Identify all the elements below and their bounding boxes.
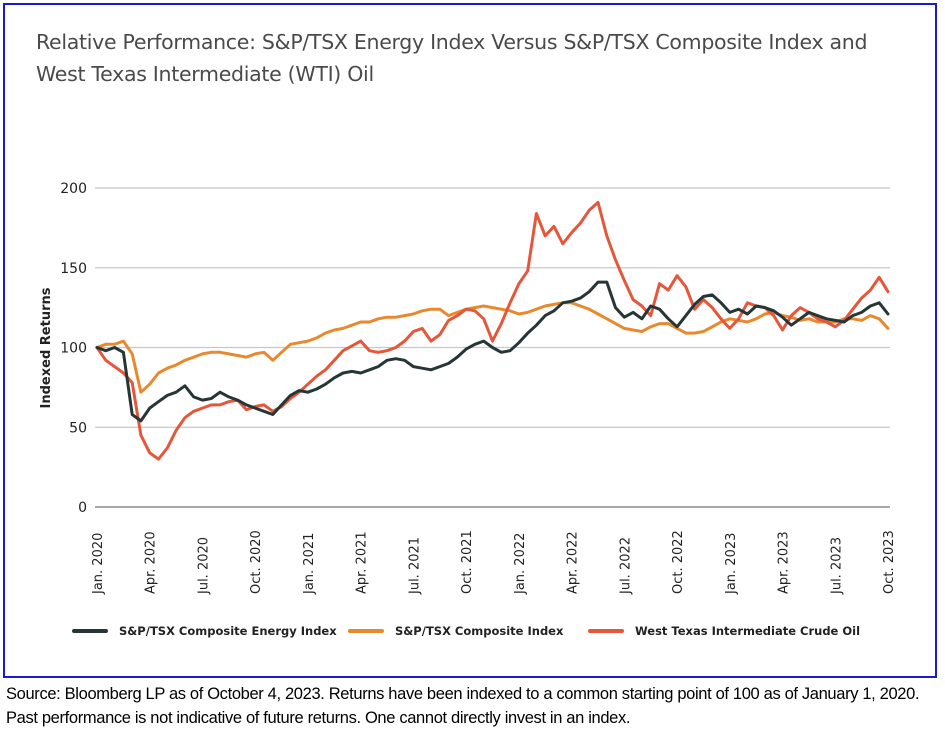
- legend-label-wti: West Texas Intermediate Crude Oil: [635, 624, 861, 638]
- y-tick-label: 0: [78, 500, 87, 516]
- y-axis-ticks: 0 50 100 150 200: [60, 181, 87, 516]
- y-tick-label: 100: [60, 341, 87, 357]
- chart-title: Relative Performance: S&P/TSX Energy Ind…: [36, 30, 868, 86]
- x-tick-label: Apr. 2021: [355, 531, 370, 594]
- y-tick-label: 150: [60, 261, 87, 277]
- legend-label-energy: S&P/TSX Composite Energy Index: [119, 624, 337, 638]
- legend-label-composite: S&P/TSX Composite Index: [395, 624, 564, 638]
- x-tick-label: Jan. 2020: [91, 533, 106, 595]
- y-tick-label: 50: [69, 420, 87, 436]
- legend-swatch-energy: [72, 629, 108, 633]
- line-wti-oil: [95, 200, 890, 461]
- x-axis-ticks: Jan. 2020 Apr. 2020 Jul. 2020 Oct. 2020 Jan.…: [91, 530, 897, 595]
- x-tick-label: Jul. 2023: [829, 537, 844, 595]
- legend-item-composite[interactable]: S&P/TSX Composite Index: [348, 624, 563, 638]
- legend-swatch-composite: [348, 629, 384, 633]
- series-lines: [95, 200, 890, 461]
- y-axis-label: Indexed Returns: [39, 287, 54, 408]
- x-tick-label: Oct. 2020: [249, 530, 264, 594]
- line-chart: 0 50 100 150 200 Indexed Returns Jan. 2020 Ap…: [39, 181, 897, 595]
- legend: S&P/TSX Composite Energy Index S&P/TSX C…: [72, 624, 892, 644]
- x-tick-label: Apr. 2022: [566, 531, 581, 594]
- line-energy-index: [95, 280, 890, 423]
- x-tick-label: Jul. 2020: [196, 537, 211, 595]
- x-tick-label: Apr. 2020: [144, 531, 159, 594]
- x-tick-label: Apr. 2023: [777, 531, 792, 594]
- y-tick-label: 200: [60, 181, 87, 197]
- x-tick-label: Oct. 2022: [671, 530, 686, 594]
- legend-swatch-wti: [588, 629, 624, 633]
- legend-item-wti[interactable]: West Texas Intermediate Crude Oil: [588, 624, 860, 638]
- line-composite-index: [95, 301, 890, 394]
- source-footnote: Source: Bloomberg LP as of October 4, 20…: [6, 685, 920, 727]
- x-tick-label: Jan. 2022: [513, 533, 528, 595]
- x-tick-label: Jul. 2022: [618, 537, 633, 595]
- legend-item-energy[interactable]: S&P/TSX Composite Energy Index: [72, 624, 337, 638]
- chart-frame: [3, 3, 937, 678]
- x-tick-label: Oct. 2021: [460, 530, 475, 594]
- x-tick-label: Oct. 2023: [882, 530, 897, 594]
- x-tick-label: Jan. 2023: [724, 533, 739, 595]
- x-tick-label: Jan. 2021: [302, 533, 317, 595]
- x-tick-label: Jul. 2021: [407, 537, 422, 595]
